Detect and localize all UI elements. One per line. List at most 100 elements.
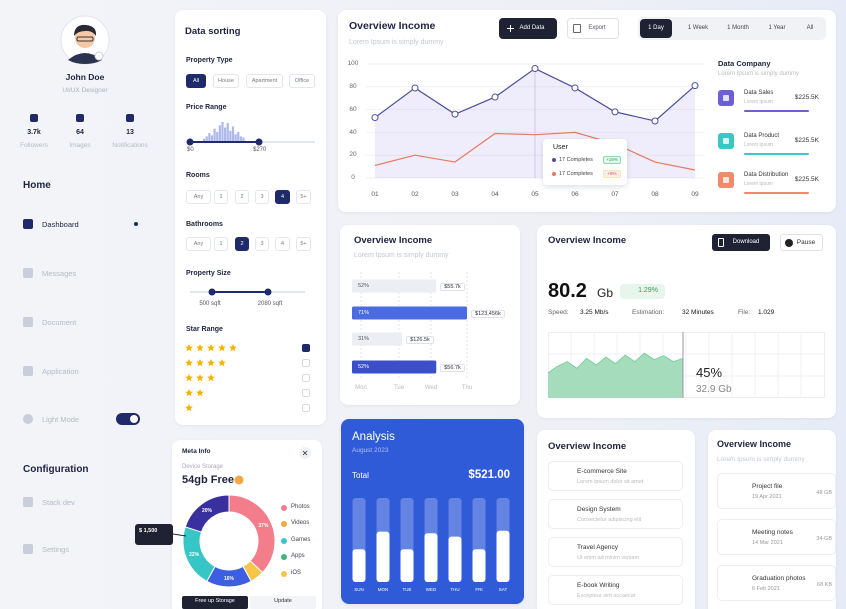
close-x [302, 450, 308, 456]
button-label[interactable]: Export [588, 25, 606, 32]
toggle-knob [130, 415, 138, 423]
donut-label: 22% [189, 551, 200, 558]
nav-item[interactable]: Application [42, 366, 79, 376]
option-button[interactable] [213, 74, 239, 88]
option-label[interactable]: 4 [280, 193, 285, 200]
range-option[interactable]: 1 Day [648, 25, 664, 32]
button-label[interactable]: Update [274, 597, 292, 604]
range-min: 500 sqft [199, 301, 221, 308]
option-button[interactable] [235, 237, 249, 251]
option-label[interactable]: House [218, 77, 234, 84]
option-button[interactable] [275, 237, 290, 251]
option-label[interactable]: Office [294, 77, 310, 84]
nav-item[interactable]: Settings [42, 544, 70, 554]
pause-button[interactable] [780, 234, 823, 251]
option-button[interactable] [289, 74, 315, 88]
option-label[interactable]: Any [193, 240, 204, 247]
file-size: 34 GB [816, 535, 832, 542]
button-label[interactable]: Download [732, 239, 760, 246]
nav-item[interactable]: Document [42, 317, 77, 327]
project-row[interactable] [548, 461, 683, 491]
download-button[interactable] [712, 234, 770, 251]
legend-label: Videos [291, 520, 310, 527]
nav-icon [23, 414, 33, 424]
option-button[interactable] [255, 190, 269, 204]
button-label[interactable]: Add Data [519, 25, 545, 32]
option-label[interactable]: 3 [260, 193, 264, 200]
option-label[interactable]: 1 [219, 240, 223, 247]
nav-item[interactable]: Dashboard [42, 219, 79, 229]
file-row[interactable] [717, 565, 836, 601]
star-checkbox[interactable] [302, 389, 310, 397]
stat-value: 1.029 [758, 309, 775, 317]
area [548, 353, 683, 398]
star [196, 359, 204, 367]
line-point [451, 110, 459, 118]
option-label[interactable]: 5+ [300, 240, 307, 247]
option-label[interactable]: 2 [240, 193, 244, 200]
option-button[interactable] [296, 237, 311, 251]
option-label[interactable]: All [192, 77, 200, 84]
project-row[interactable] [548, 537, 683, 567]
option-button[interactable] [186, 237, 211, 251]
range-option[interactable]: 1 Week [687, 25, 709, 32]
nav-icon [23, 317, 33, 327]
option-button[interactable] [255, 237, 269, 251]
filter-label: Star Range [186, 325, 223, 333]
option-button[interactable] [275, 190, 290, 204]
y-tick-label: 0 [351, 174, 355, 182]
option-button[interactable] [246, 74, 283, 88]
star-checkbox[interactable] [302, 359, 310, 367]
star-checkbox[interactable] [302, 344, 310, 352]
project-sub: Ut enim ad minim veniam [577, 554, 640, 561]
range-option[interactable]: 1 Month [727, 25, 749, 32]
panel-subtitle: Lorem Ipsum is simply dummy [354, 251, 449, 259]
add-data-button[interactable] [499, 18, 557, 39]
option-button[interactable] [214, 190, 228, 204]
button-label[interactable]: Free up Storage [195, 597, 235, 604]
histogram-bar [218, 125, 221, 142]
project-row[interactable] [548, 575, 683, 605]
star-checkbox[interactable] [302, 374, 310, 382]
project-row[interactable] [548, 499, 683, 529]
range-option[interactable]: All [806, 25, 814, 32]
option-button[interactable] [296, 190, 311, 204]
option-label[interactable]: 2 [240, 240, 244, 247]
file-row[interactable] [717, 473, 836, 509]
x-tick-label: 06 [571, 191, 579, 199]
option-button[interactable] [214, 237, 228, 251]
option-label[interactable]: 4 [280, 240, 285, 247]
panel-title: Overview Income [548, 441, 627, 453]
option-button[interactable] [235, 190, 249, 204]
tooltip-value: $ 1,500 [139, 527, 158, 534]
company-bar [744, 192, 809, 194]
star-checkbox[interactable] [302, 404, 310, 412]
download-unit: Gb [597, 285, 614, 300]
bar [472, 549, 486, 582]
file-row[interactable] [717, 519, 836, 555]
option-label[interactable]: Any [193, 193, 204, 200]
range-option[interactable]: 1 Year [768, 25, 786, 32]
nav-item[interactable]: Messages [42, 268, 77, 278]
nav-item[interactable]: Light Mode [42, 414, 80, 424]
stat-label: Estimation: [632, 309, 665, 317]
button-label[interactable]: Pause [796, 239, 816, 247]
bar [376, 531, 390, 582]
nav-item[interactable]: Stack dev [42, 497, 75, 507]
x-tick-label: 02 [411, 191, 419, 199]
option-label[interactable]: 1 [219, 193, 223, 200]
storage-free: 54gb Free [182, 474, 234, 487]
nav-icon [23, 366, 33, 376]
histogram-bar [239, 136, 242, 142]
option-label[interactable]: Apartment [251, 77, 278, 84]
option-label[interactable]: 3 [260, 240, 264, 247]
primary-button[interactable] [182, 596, 248, 609]
export-button[interactable] [567, 18, 619, 39]
secondary-button[interactable] [250, 596, 316, 609]
legend-dot [281, 571, 287, 577]
option-button[interactable] [186, 190, 211, 204]
option-label[interactable]: 5+ [300, 193, 307, 200]
company-value: $225.5K [794, 137, 819, 145]
option-button[interactable] [186, 74, 206, 88]
stat-icon [76, 114, 84, 122]
